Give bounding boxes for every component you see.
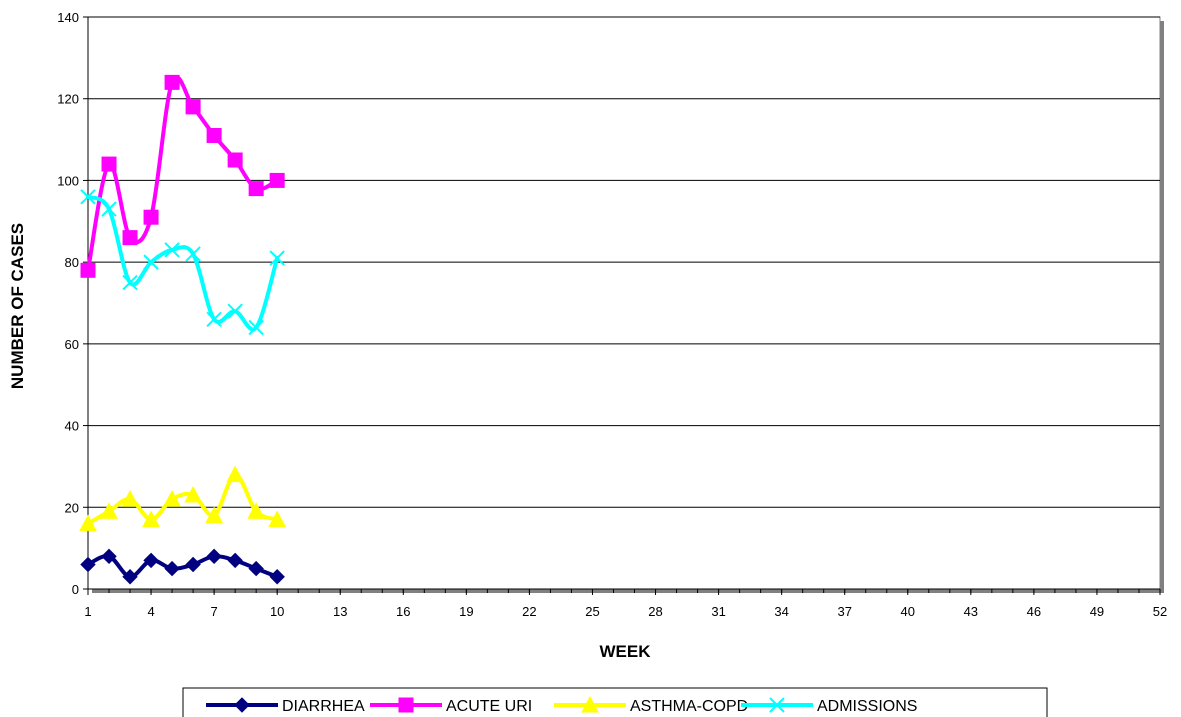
- data-point-asthma-copd: [205, 506, 223, 523]
- y-tick-label: 140: [57, 10, 79, 25]
- data-point-diarrhea: [269, 569, 285, 585]
- x-tick-label: 34: [774, 604, 788, 619]
- legend-marker-admissions-stroke: [769, 697, 785, 713]
- data-point-admissions-stroke: [101, 201, 117, 217]
- x-tick-label: 19: [459, 604, 473, 619]
- legend-box: [182, 687, 1048, 717]
- data-point-asthma-copd: [184, 485, 202, 503]
- x-tick-label: 13: [333, 604, 347, 619]
- x-tick-label: 46: [1027, 604, 1041, 619]
- x-tick-label: 22: [522, 604, 536, 619]
- x-tick-label: 25: [585, 604, 599, 619]
- data-point-admissions: [227, 303, 243, 319]
- data-point-admissions-stroke: [80, 189, 96, 205]
- data-point-admissions-stroke: [206, 311, 222, 328]
- y-tick-label: 20: [65, 500, 79, 515]
- data-point-diarrhea: [185, 556, 201, 573]
- data-point-admissions: [122, 274, 138, 291]
- data-point-asthma-copd: [247, 502, 265, 519]
- x-tick-label: 4: [147, 604, 154, 619]
- data-point-asthma-copd: [100, 502, 118, 519]
- x-axis-title: WEEK: [600, 642, 652, 661]
- data-point-admissions-stroke: [185, 246, 201, 262]
- series-line-admissions: [86, 194, 280, 332]
- y-tick-label: 100: [57, 173, 79, 188]
- data-point-admissions: [269, 250, 285, 266]
- legend-label-acute-uri: ACUTE URI: [446, 698, 532, 715]
- data-point-admissions: [164, 242, 180, 258]
- data-point-admissions: [80, 189, 96, 205]
- x-tick-label: 40: [901, 604, 915, 619]
- series-line-diarrhea: [86, 554, 280, 579]
- y-tick-label: 0: [72, 582, 79, 597]
- data-point-diarrhea: [248, 560, 264, 577]
- data-point-admissions: [248, 319, 264, 336]
- x-tick-label: 52: [1153, 604, 1167, 619]
- x-tick-label: 1: [84, 604, 91, 619]
- legend-label-admissions: ADMISSIONS: [817, 698, 917, 715]
- data-point-diarrhea: [122, 569, 138, 585]
- legend-marker-diarrhea: [234, 697, 250, 713]
- data-point-acute-uri: [80, 262, 96, 278]
- data-point-acute-uri: [206, 127, 222, 143]
- legend-marker-asthma-copd: [581, 695, 599, 713]
- legend: DIARRHEA ACUTE URI ASTHMA-COPD ADMISSIONS: [182, 687, 1048, 717]
- x-tick-label: 16: [396, 604, 410, 619]
- x-tick-label: 7: [211, 604, 218, 619]
- data-point-acute-uri: [269, 172, 285, 188]
- x-tick-label: 37: [837, 604, 851, 619]
- data-point-asthma-copd: [268, 510, 287, 528]
- y-axis-title: NUMBER OF CASES: [8, 223, 27, 389]
- data-point-diarrhea: [143, 552, 159, 569]
- legend-marker-admissions: [769, 697, 785, 713]
- data-point-diarrhea: [164, 560, 180, 577]
- data-point-admissions-stroke: [164, 242, 180, 258]
- data-point-acute-uri: [248, 181, 264, 197]
- data-point-acute-uri: [101, 156, 117, 172]
- legend-label-asthma-copd: ASTHMA-COPD: [630, 698, 748, 715]
- data-point-admissions: [185, 246, 201, 262]
- data-point-asthma-copd: [121, 490, 139, 507]
- data-point-admissions: [206, 311, 222, 328]
- data-point-admissions: [143, 254, 159, 270]
- y-tick-label: 40: [65, 419, 79, 434]
- data-point-asthma-copd: [163, 490, 181, 507]
- data-point-admissions-stroke: [227, 303, 243, 319]
- data-point-acute-uri: [164, 74, 180, 90]
- y-tick-label: 60: [65, 337, 79, 352]
- data-point-asthma-copd: [142, 510, 160, 528]
- data-point-acute-uri: [143, 209, 159, 225]
- data-point-acute-uri: [185, 99, 201, 115]
- plot-background: [87, 16, 1161, 590]
- y-tick-label: 120: [57, 92, 79, 107]
- x-tick-label: 43: [964, 604, 978, 619]
- data-point-admissions-stroke: [248, 319, 264, 336]
- data-point-acute-uri: [227, 152, 243, 168]
- data-point-admissions: [101, 201, 117, 217]
- data-point-admissions-stroke: [122, 274, 138, 291]
- data-point-diarrhea: [101, 548, 117, 565]
- data-point-diarrhea: [80, 556, 96, 573]
- legend-label-diarrhea: DIARRHEA: [282, 698, 365, 715]
- series-line-asthma-copd: [86, 472, 280, 526]
- x-tick-label: 49: [1090, 604, 1104, 619]
- x-tick-label: 10: [270, 604, 284, 619]
- data-point-acute-uri: [122, 230, 138, 246]
- data-point-diarrhea: [227, 552, 243, 569]
- legend-marker-acute-uri: [398, 697, 414, 713]
- data-point-asthma-copd: [226, 465, 244, 483]
- data-point-diarrhea: [206, 548, 222, 565]
- plot-area: 0 20 40 60 80 100 120 140 1 4 7 10 13 16 19 22 25 28 31 34 3…: [57, 10, 1167, 619]
- x-tick-label: 28: [648, 604, 662, 619]
- data-point-admissions-stroke: [269, 250, 285, 266]
- data-point-admissions-stroke: [143, 254, 159, 270]
- data-point-asthma-copd: [79, 514, 97, 532]
- y-tick-label: 80: [65, 255, 79, 270]
- x-tick-label: 31: [711, 604, 725, 619]
